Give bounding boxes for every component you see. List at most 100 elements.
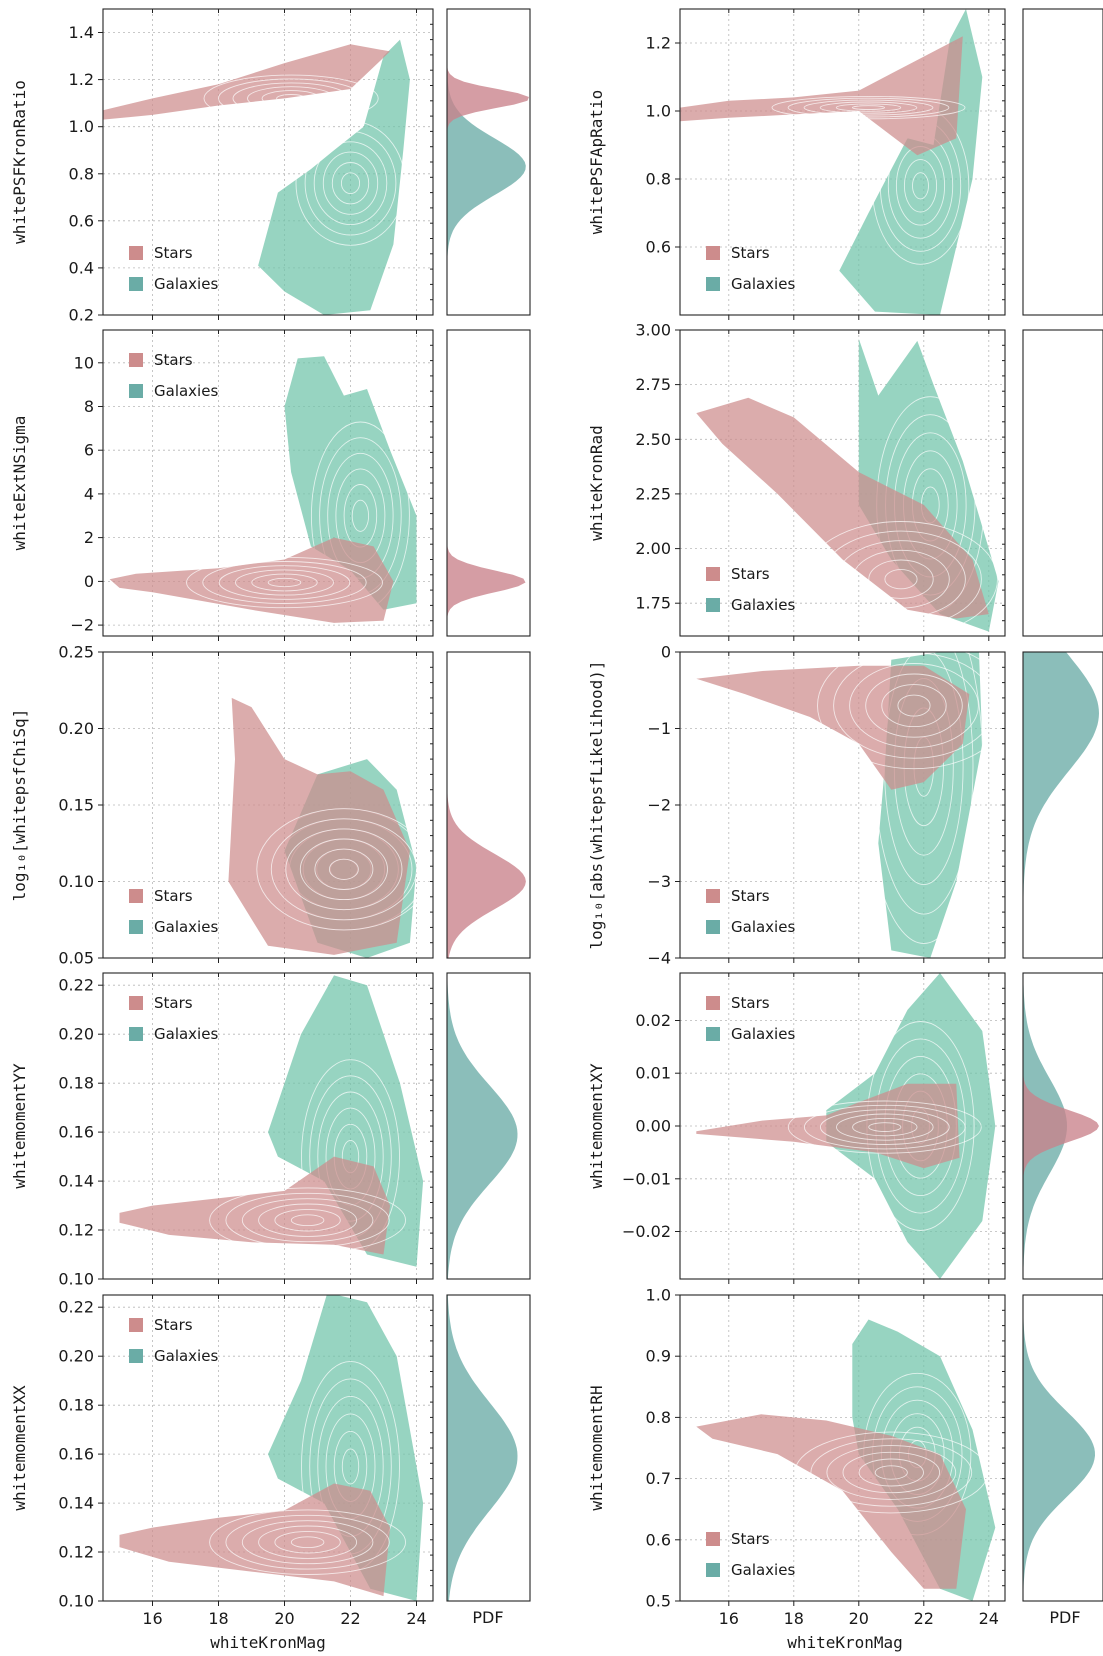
y-tick-label: −0.01 <box>622 1169 671 1188</box>
galaxies-contour-level <box>331 162 370 205</box>
pdf-panel <box>446 8 531 316</box>
y-tick-label: 0.10 <box>58 1592 94 1611</box>
legend-label: Stars <box>731 1530 770 1548</box>
y-tick-label: 6 <box>84 441 94 460</box>
y-tick-label: −0.02 <box>622 1222 671 1241</box>
y-tick-label: 0.6 <box>69 211 94 230</box>
panel-left-0: 0.2 0.4 0.6 0.8 1.0 1.2 1.4 whitePSFKronRatio St… <box>10 8 531 325</box>
y-axis-label: whitePSFApRatio <box>587 90 606 235</box>
y-tick-label: 0.20 <box>58 1347 94 1366</box>
galaxies-contour-level <box>301 1059 400 1254</box>
stars-contour-level <box>241 1198 374 1243</box>
y-tick-label: 0.5 <box>646 1592 671 1611</box>
stars-contour-level <box>267 577 302 588</box>
y-tick-label: 8 <box>84 397 94 416</box>
x-tick-label: 20 <box>274 1609 294 1628</box>
xlabel-right: whiteKronMag <box>787 1633 903 1652</box>
density-layers <box>680 9 983 315</box>
galaxies-contour-level <box>912 172 929 200</box>
pdf-frame <box>446 8 531 316</box>
density-layers <box>109 356 417 623</box>
stars-contour-level <box>290 1536 325 1549</box>
stars-contour-level <box>232 82 350 115</box>
galaxies-contour-level <box>313 141 388 226</box>
legend: Stars Galaxies <box>129 994 218 1043</box>
x-tick-label: 24 <box>406 1609 426 1628</box>
panel-right-0: 0.6 0.8 1.0 1.2 whitePSFApRatio Stars Galaxies <box>587 8 1103 320</box>
pdf-frame <box>1022 1294 1103 1602</box>
stars-contour-level <box>852 549 950 609</box>
galaxies-density-outline <box>258 39 410 315</box>
x-tick-label: 22 <box>340 1609 360 1628</box>
pdf-curves <box>447 1295 518 1601</box>
density-layers <box>696 1319 996 1601</box>
pdf-frame <box>1022 8 1103 316</box>
y-axis-label: whiteExtNSigma <box>10 416 29 551</box>
pdf-panel <box>1022 8 1103 316</box>
legend-swatch <box>129 1349 143 1363</box>
y-tick-label: 0.01 <box>635 1064 671 1083</box>
y-tick-label: 0.16 <box>58 1123 94 1142</box>
stars-density-outline <box>696 1083 960 1169</box>
y-tick-label: 0.7 <box>646 1469 671 1488</box>
pdf-curves <box>1023 973 1099 1279</box>
stars-contour-level <box>270 818 417 921</box>
stars-contour-level <box>874 1465 908 1480</box>
stars-density-outline <box>696 397 989 619</box>
y-ticks: 0.05 0.10 0.15 0.20 0.25 <box>58 643 103 968</box>
stars-contour-level <box>256 808 432 931</box>
stars-contour-level <box>851 105 886 110</box>
stars-contour-level <box>803 99 934 116</box>
legend-swatch <box>129 920 143 934</box>
pdf-panel <box>1022 651 1103 959</box>
galaxies-contour-level <box>864 652 984 944</box>
y-tick-label: 2.00 <box>635 539 671 558</box>
legend-swatch <box>706 889 720 903</box>
legend: Stars Galaxies <box>129 351 218 400</box>
y-tick-label: 2.25 <box>635 484 671 503</box>
stars-contour-level <box>865 673 963 738</box>
y-tick-label: 0.15 <box>58 796 94 815</box>
y-ticks: 0.6 0.8 1.0 1.2 <box>646 34 680 257</box>
legend: Stars Galaxies <box>706 887 795 936</box>
stars-contour-level <box>251 573 318 592</box>
x-tick-label: 24 <box>979 1609 999 1628</box>
legend-label: Galaxies <box>731 275 795 293</box>
stars-contour-level <box>314 848 374 890</box>
x-tick-label: 22 <box>914 1609 934 1628</box>
legend-swatch <box>706 277 720 291</box>
x-ticks <box>152 9 417 320</box>
panel-right-2: −4 −3 −2 −1 0 log₁₀[abs(whitepsfLikelihood)] S… <box>587 643 1103 968</box>
y-tick-label: 0.6 <box>646 238 671 257</box>
panel-right-3: −0.02 −0.01 0.00 0.01 0.02 whitemomentXY Stars… <box>587 972 1103 1284</box>
x-ticks <box>728 973 990 1284</box>
stars-contour-level <box>202 561 367 604</box>
legend-swatch <box>706 1532 720 1546</box>
x-tick-label: 18 <box>784 1609 804 1628</box>
x-tick-label: 18 <box>208 1609 228 1628</box>
y-tick-label: 0.20 <box>58 719 94 738</box>
y-axis-label: log₁₀[abs(whitepsfLikelihood)] <box>587 661 606 950</box>
stars-contour-level <box>290 1214 325 1227</box>
y-ticks: 0.10 0.12 0.14 0.16 0.18 0.20 0.22 <box>58 1298 103 1611</box>
pdf-panel <box>1022 1294 1103 1602</box>
y-tick-label: 0.25 <box>58 643 94 662</box>
pdf-frame <box>1022 972 1103 1280</box>
pdf-curves <box>447 9 529 315</box>
y-tick-label: 0.8 <box>646 170 671 189</box>
panel-left-1: −2 0 2 4 6 8 10 whiteExtNSigma Stars Galaxies <box>10 329 531 641</box>
y-tick-label: 0.18 <box>58 1074 94 1093</box>
y-tick-label: 0.02 <box>635 1011 671 1030</box>
pdf-panel <box>446 651 531 959</box>
stars-contour-level <box>836 540 966 619</box>
y-tick-label: 0.18 <box>58 1396 94 1415</box>
stars-density-outline <box>680 36 963 156</box>
stars-contour-level <box>258 1203 358 1237</box>
y-tick-label: 1.75 <box>635 594 671 613</box>
stars-contour-level <box>835 103 902 112</box>
legend-label: Stars <box>154 351 193 369</box>
stars-contour-level <box>803 1104 966 1150</box>
pdf-curves <box>447 652 526 958</box>
y-tick-label: 0.10 <box>58 872 94 891</box>
stars-pdf-curve <box>1023 973 1099 1279</box>
